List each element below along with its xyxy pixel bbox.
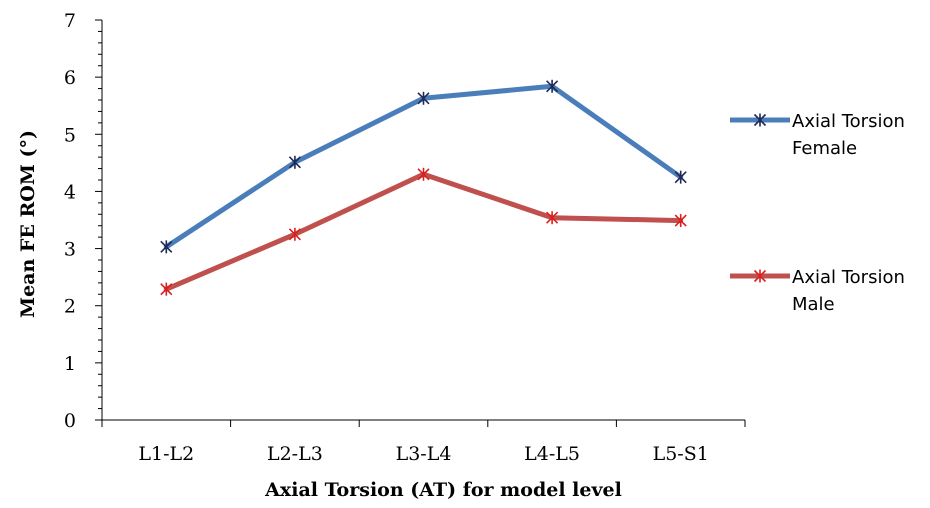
- series-0-point-1: [288, 155, 301, 169]
- series-line-0: [163, 83, 684, 250]
- series-1-point-legend: [753, 269, 767, 283]
- x-axis-ticks: L1-L2 L2-L3 L3-L4 L4-L5 L5-S1: [101, 420, 746, 465]
- series-0-point-4: [674, 170, 687, 184]
- series-0-point-0: [160, 240, 173, 254]
- y-tick-label: 5: [64, 124, 76, 146]
- legend-label-0-line-0: Axial Torsion: [792, 111, 905, 132]
- y-tick-label: 2: [64, 296, 76, 318]
- legend-label-0-line-1: Female: [792, 138, 857, 159]
- series-1-point-4: [674, 214, 687, 228]
- x-tick-label: L5-S1: [653, 443, 709, 465]
- series-1-point-1: [288, 227, 301, 241]
- series-1-point-2: [417, 167, 430, 181]
- legend-item-0: Axial Torsion Female: [730, 111, 905, 159]
- x-tick-label: L4-L5: [524, 443, 580, 465]
- y-tick-label: 3: [64, 239, 76, 261]
- legend-item-1: Axial Torsion Male: [730, 267, 905, 315]
- y-axis-title: Mean FE ROM (°): [17, 130, 39, 318]
- series-1-point-3: [546, 211, 559, 225]
- series-line-1: [163, 171, 684, 292]
- y-tick-label: 1: [64, 353, 76, 375]
- x-axis-title: Axial Torsion (AT) for model level: [264, 479, 622, 501]
- series-0-point-legend: [753, 113, 767, 127]
- series-0-point-2: [417, 91, 430, 105]
- series-1-point-0: [160, 282, 173, 296]
- y-tick-label: 7: [64, 10, 76, 32]
- y-tick-label: 6: [64, 67, 76, 89]
- x-tick-label: L2-L3: [267, 443, 323, 465]
- y-axis-ticks: 0 1 2 3 4 5 6 7: [64, 10, 102, 432]
- series-layer: [160, 79, 687, 296]
- legend-label-1-line-1: Male: [792, 294, 835, 315]
- series-0-point-3: [546, 79, 559, 93]
- legend-label-1-line-0: Axial Torsion: [792, 267, 905, 288]
- x-tick-label: L1-L2: [138, 443, 194, 465]
- legend: Axial Torsion Female Axial Torsion Male: [730, 111, 905, 315]
- y-tick-label: 4: [64, 181, 76, 203]
- x-tick-label: L3-L4: [396, 443, 452, 465]
- y-tick-label: 0: [64, 410, 76, 432]
